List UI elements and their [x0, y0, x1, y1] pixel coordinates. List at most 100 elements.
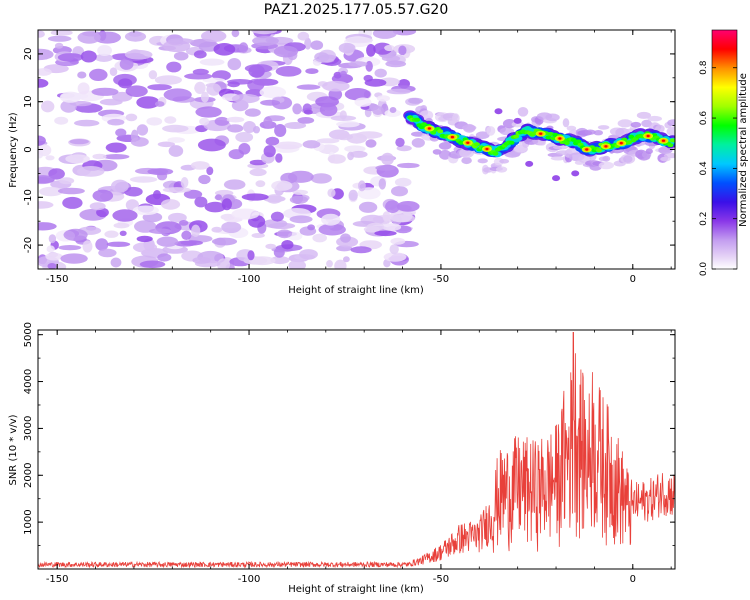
noise-cell — [38, 30, 45, 38]
noise-cell — [162, 187, 192, 193]
noise-cell — [251, 30, 278, 35]
signal-cell — [596, 148, 602, 153]
signal-halo-cell — [550, 156, 566, 161]
signal-halo-cell — [439, 149, 452, 160]
y-tick-label: 1000 — [23, 509, 34, 534]
noise-cell — [335, 133, 353, 141]
noise-cell — [65, 154, 90, 164]
signal-halo-cell — [663, 152, 675, 159]
noise-cell — [168, 145, 184, 157]
noise-cell — [38, 135, 46, 146]
noise-cell — [191, 224, 201, 237]
signal-halo-cell — [496, 166, 508, 173]
noise-cell — [139, 260, 166, 269]
noise-cell — [112, 91, 133, 102]
signal-halo-cell — [477, 158, 488, 164]
noise-cell — [275, 66, 302, 77]
noise-cell — [296, 84, 321, 90]
noise-cell — [386, 88, 411, 95]
noise-cell — [310, 40, 324, 50]
noise-cell — [344, 145, 366, 153]
noise-cell — [244, 108, 261, 117]
bottom-y-axis-label: SNR (10 * v/v) — [8, 414, 19, 485]
noise-cell — [396, 201, 420, 212]
noise-cell — [119, 230, 127, 236]
signal-halo-cell — [597, 125, 610, 130]
noise-cell — [148, 228, 172, 234]
signal-halo-cell — [499, 159, 510, 164]
noise-cell — [382, 211, 391, 222]
bottom-x-axis-label: Height of straight line (km) — [288, 584, 424, 595]
signal-side-cell — [552, 175, 561, 182]
noise-cell — [276, 229, 293, 239]
signal-halo-cell — [667, 119, 675, 127]
noise-cell — [395, 137, 405, 147]
noise-cell — [206, 166, 214, 176]
noise-cell — [336, 121, 360, 128]
noise-cell — [321, 213, 341, 226]
noise-cell — [107, 118, 125, 126]
noise-cell — [173, 51, 189, 61]
signal-peak-cell — [661, 139, 666, 142]
noise-cell — [180, 177, 189, 188]
noise-cell — [348, 61, 368, 67]
noise-cell — [129, 176, 158, 183]
noise-cell — [136, 235, 153, 243]
noise-cell — [364, 78, 387, 87]
noise-cell — [231, 30, 240, 38]
noise-cell — [274, 141, 303, 150]
y-tick-label: -10 — [23, 189, 34, 205]
noise-cell — [343, 256, 350, 263]
noise-cell — [119, 58, 134, 70]
noise-cell — [136, 124, 149, 136]
noise-cell — [384, 109, 401, 117]
noise-cell — [231, 93, 260, 104]
x-tick-label: 0 — [630, 274, 636, 285]
signal-cell — [626, 140, 632, 145]
signal-cell — [508, 140, 515, 145]
colorbar-ticks: 0.0 0.2 0.4 0.6 0.8 — [699, 60, 737, 276]
noise-cell — [259, 86, 287, 99]
noise-cell — [303, 109, 313, 115]
noise-cell — [211, 237, 238, 246]
noise-cell — [41, 100, 55, 113]
noise-cell — [167, 137, 185, 143]
snr-series-line — [38, 331, 675, 569]
noise-cell — [183, 189, 203, 199]
signal-halo-cell — [666, 126, 675, 136]
noise-cell — [200, 91, 209, 103]
noise-cell — [195, 106, 222, 118]
noise-cell — [318, 223, 346, 236]
noise-cell — [60, 100, 77, 113]
noise-cell — [147, 168, 174, 176]
signal-halo-cell — [623, 155, 633, 163]
noise-cell — [238, 143, 251, 155]
signal-side-cell — [525, 160, 534, 167]
noise-cell — [381, 55, 401, 62]
noise-cell — [47, 263, 57, 269]
signal-halo-cell — [517, 107, 529, 117]
noise-cell — [385, 60, 407, 68]
noise-cell — [54, 42, 64, 49]
noise-cell — [365, 139, 377, 148]
noise-cell — [60, 253, 88, 264]
noise-cell — [93, 31, 121, 44]
noise-cell — [334, 259, 347, 269]
noise-cell — [289, 195, 308, 204]
noise-cell — [154, 75, 182, 85]
noise-cell — [383, 252, 407, 262]
y-tick-label: -20 — [23, 237, 34, 253]
noise-cell — [274, 124, 287, 137]
signal-cell — [570, 137, 577, 142]
noise-cell — [385, 200, 400, 214]
noise-cell — [124, 31, 147, 42]
noise-cell — [247, 250, 255, 261]
y-tick-label: 2000 — [23, 463, 34, 488]
noise-cell — [63, 228, 88, 241]
heatmap-cells — [38, 30, 675, 269]
noise-cell — [389, 210, 413, 223]
signal-peak-cell — [466, 141, 470, 145]
noise-cell — [270, 211, 284, 222]
noise-cell — [241, 193, 269, 201]
